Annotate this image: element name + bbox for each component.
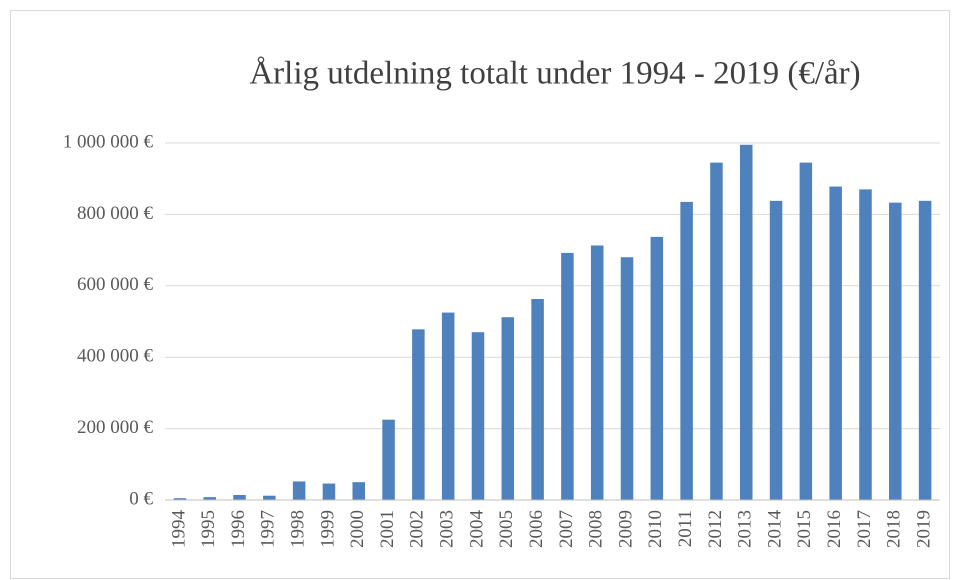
y-tick-label: 200 000 € xyxy=(77,417,154,438)
x-tick-label: 2014 xyxy=(764,510,785,549)
bar xyxy=(263,495,276,500)
x-tick-label: 2002 xyxy=(407,510,428,548)
x-tick-label: 2018 xyxy=(884,510,905,548)
x-tick-label: 2010 xyxy=(645,510,666,548)
bar xyxy=(918,200,932,501)
x-tick-label: 2011 xyxy=(675,510,696,547)
bar xyxy=(531,299,544,500)
x-tick-label: 2007 xyxy=(556,510,577,548)
x-tick-label: 2012 xyxy=(705,510,726,548)
bar xyxy=(561,252,574,500)
x-tick-label: 2004 xyxy=(466,510,487,549)
x-tick-label: 2000 xyxy=(347,510,368,548)
y-tick-label: 600 000 € xyxy=(77,274,154,295)
y-tick-label: 400 000 € xyxy=(77,346,154,367)
bar xyxy=(799,162,813,500)
bar xyxy=(590,245,604,500)
bar xyxy=(233,495,246,500)
bar xyxy=(471,332,485,500)
x-tick-label: 2019 xyxy=(913,510,934,548)
bar xyxy=(352,482,366,500)
x-tick-label: 1995 xyxy=(198,510,219,548)
x-tick-label: 1998 xyxy=(287,510,308,548)
bar xyxy=(650,236,664,501)
x-tick-label: 2001 xyxy=(377,510,398,548)
x-tick-label: 1996 xyxy=(228,510,249,548)
x-tick-label: 1994 xyxy=(168,510,189,549)
bar xyxy=(829,186,842,500)
bar xyxy=(173,498,187,500)
bar xyxy=(412,329,425,500)
chart-title: Årlig utdelning totalt under 1994 - 2019… xyxy=(249,55,860,92)
x-tick-label: 2016 xyxy=(824,510,845,548)
x-tick-label: 2013 xyxy=(735,510,756,548)
bar xyxy=(620,257,634,500)
bar xyxy=(292,481,306,500)
bar xyxy=(889,202,902,500)
bar xyxy=(769,200,783,501)
bar xyxy=(322,483,336,500)
y-tick-label: 0 € xyxy=(129,488,153,509)
x-tick-label: 2006 xyxy=(526,510,547,548)
bar xyxy=(680,201,693,500)
y-tick-label: 800 000 € xyxy=(77,203,154,224)
x-tick-label: 2003 xyxy=(437,510,458,548)
bar xyxy=(501,317,515,500)
x-tick-label: 1997 xyxy=(258,510,279,548)
y-tick-label: 1 000 000 € xyxy=(63,131,154,152)
bar xyxy=(859,189,872,500)
bar xyxy=(710,162,723,500)
x-tick-label: 2015 xyxy=(794,510,815,548)
bar xyxy=(739,144,753,500)
bar xyxy=(203,497,216,500)
x-tick-label: 2005 xyxy=(496,510,517,548)
bar xyxy=(441,312,455,500)
x-tick-label: 1999 xyxy=(317,510,338,548)
x-tick-label: 2008 xyxy=(586,510,607,548)
bar xyxy=(382,419,395,500)
x-tick-label: 2017 xyxy=(854,510,875,548)
x-tick-label: 2009 xyxy=(615,510,636,548)
